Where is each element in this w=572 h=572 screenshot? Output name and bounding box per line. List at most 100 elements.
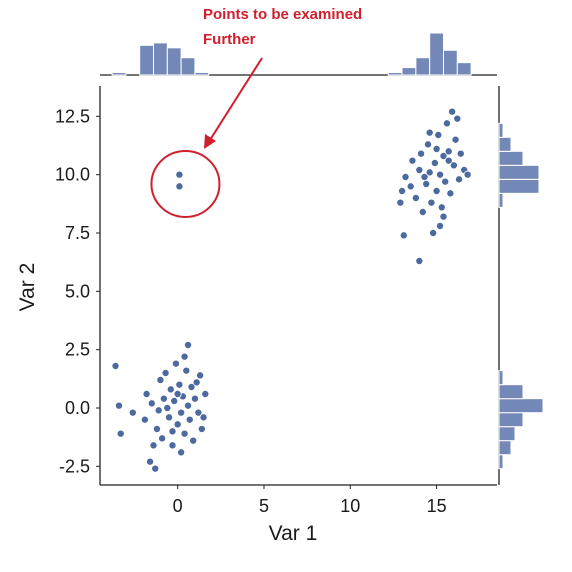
scatter-point [422,179,431,188]
annotation-arrow-head [204,134,216,149]
scatter-point [444,156,453,165]
x-marginal-bar [139,44,155,76]
x-marginal-bar [401,67,417,76]
scatter-point [449,161,458,170]
scatter-point [425,168,434,177]
x-marginal-bar [415,57,431,76]
scatter-point [151,464,160,473]
y-marginal-bar [498,440,512,456]
scatter-point [187,382,196,391]
scatter-point [163,403,172,412]
x-marginal-bar [429,32,444,76]
scatter-point [168,427,177,436]
scatter-point [441,177,450,186]
x-marginal-bar [442,49,458,76]
x-tick-label: 15 [427,496,447,516]
y-marginal-bar [498,454,504,470]
scatter-point [425,128,434,137]
scatter-axes [99,86,497,486]
scatter-point [408,156,417,165]
y-tick-label: 7.5 [65,223,90,243]
y-marginal-bar [498,164,540,180]
scatter-point [166,385,175,394]
scatter-point [147,399,156,408]
scatter-point [463,170,472,179]
scatter-point [453,114,462,123]
scatter-point [417,149,426,158]
annotation: Points to be examined Further [150,6,362,218]
scatter-point [184,401,193,410]
scatter-point [192,378,201,387]
scatter-point [171,359,180,368]
scatter-point [411,193,420,202]
scatter-point [415,165,424,174]
scatter-point [168,441,177,450]
y-tick-label: 0.0 [65,398,90,418]
x-marginal-bar [166,47,182,76]
scatter-point [146,457,155,466]
scatter-point [434,130,443,139]
x-marginal-bar [111,72,127,76]
scatter-point [442,119,451,128]
scatter-point [156,375,165,384]
scatter-point [184,340,193,349]
x-tick-label: 5 [259,496,269,516]
scatter-point [432,144,441,153]
scatter-point [455,175,464,184]
y-tick-label: 10.0 [55,165,90,185]
annotation-circle [150,150,221,218]
scatter-point [420,172,429,181]
x-marginal-bar [194,72,210,76]
y-marginal-bar [498,136,512,152]
y-marginal-bar [498,192,504,208]
scatter-point [111,361,120,370]
scatter-point [430,158,439,167]
scatter-point [165,413,174,422]
y-tick-label: 2.5 [65,340,90,360]
scatter-point [201,389,210,398]
scatter-point [159,394,168,403]
scatter-point [196,371,205,380]
scatter-point [456,149,465,158]
annotation-text-line1: Points to be examined [203,6,362,23]
scatter-point [197,424,206,433]
scatter-point [154,406,163,415]
scatter-point [128,408,137,417]
scatter-point [189,436,198,445]
y-marginal-bar [498,370,504,386]
y-marginal-bar [498,426,516,442]
scatter-point [190,394,199,403]
scatter-point [149,441,158,450]
scatter-point [175,182,184,191]
scatter-point [401,172,410,181]
scatter-point [396,198,405,207]
scatter-point [427,198,436,207]
scatter-point [194,408,203,417]
x-axis-label: Var 1 [269,522,318,545]
scatter-point [398,186,407,195]
scatter-point [415,256,424,265]
scatter-point [185,415,194,424]
scatter-point [432,186,441,195]
scatter-point [437,203,446,212]
tick-labels: 0 5 10 15 -2.5 0.0 2.5 5.0 7.5 10.0 12.5 [55,106,447,516]
scatter-point [182,366,191,375]
scatter-point [158,434,167,443]
x-marginal-bar [387,72,403,76]
scatter-point [448,107,457,116]
x-marginal-bar [153,42,168,76]
scatter-point [446,189,455,198]
y-axis-label: Var 2 [16,263,39,312]
scatter-point [180,352,189,361]
scatter-points [111,107,472,473]
y-marginal-bar [498,412,524,428]
scatter-point [406,182,415,191]
scatter-point [142,389,151,398]
scatter-point [173,420,182,429]
scatter-point [175,380,184,389]
annotation-arrow-line [209,57,263,141]
scatter-point [423,140,432,149]
scatter-point [429,228,438,237]
scatter-point [451,135,460,144]
